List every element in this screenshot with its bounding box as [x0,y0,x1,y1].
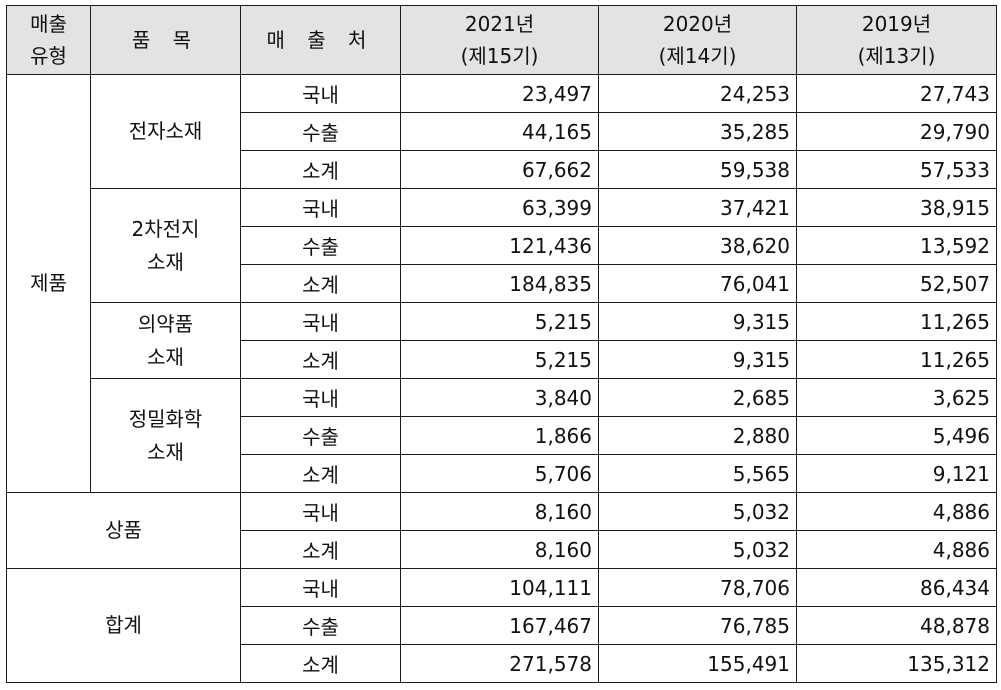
value-2019: 5,496 [796,416,997,455]
header-year-label: 2021년 [464,12,535,36]
value-2019: 3,625 [796,378,997,417]
value-2020: 9,315 [598,340,797,379]
value-2021: 5,215 [400,340,599,379]
value-2021: 5,215 [400,302,599,341]
value-2021: 1,866 [400,416,599,455]
dest-cell: 소계 [240,644,401,683]
header-year-2021: 2021년 (제15기) [400,5,599,75]
value-2019: 11,265 [796,302,997,341]
value-2019: 135,312 [796,644,997,683]
value-2020: 5,032 [598,492,797,531]
value-2021: 5,706 [400,454,599,493]
value-2020: 76,785 [598,606,797,645]
table-row: 상품 국내 8,160 5,032 4,886 [6,492,997,569]
table-row: 소계 5,215 9,315 11,265 [7,340,997,379]
category-total: 합계 [6,568,241,683]
dest-cell: 수출 [240,416,401,455]
table-row: 정밀화학 소재 국내 3,840 2,685 3,625 [7,378,997,493]
value-2021: 63,399 [400,188,599,227]
value-2020: 38,620 [598,226,797,265]
dest-cell: 소계 [240,454,401,493]
value-2021: 23,497 [400,74,599,113]
value-2019: 86,434 [796,568,997,607]
value-2021: 184,835 [400,264,599,303]
value-2021: 8,160 [400,530,599,569]
value-2021: 44,165 [400,112,599,151]
value-2020: 2,880 [598,416,797,455]
table-row: 소계 184,835 76,041 52,507 [7,264,997,303]
dest-cell: 소계 [240,530,401,569]
value-2019: 29,790 [796,112,997,151]
value-2020: 2,685 [598,378,797,417]
value-2020: 24,253 [598,74,797,113]
value-2020: 5,565 [598,454,797,493]
header-destination: 매 출 처 [240,5,401,75]
value-2019: 57,533 [796,150,997,189]
dest-cell: 국내 [240,378,401,417]
item-electronic: 전자소재 [90,74,241,189]
header-year-label: 2019년 [861,12,932,36]
value-2019: 11,265 [796,340,997,379]
value-2019: 27,743 [796,74,997,113]
dest-cell: 수출 [240,112,401,151]
header-period-label: (제14기) [658,44,737,68]
dest-cell: 국내 [240,74,401,113]
header-period-label: (제13기) [857,44,936,68]
value-2020: 37,421 [598,188,797,227]
table-row: 의약품 소재 국내 5,215 9,315 11,265 [7,302,997,379]
table-row: 소계 5,706 5,565 9,121 [7,454,997,493]
value-2021: 271,578 [400,644,599,683]
dest-cell: 소계 [240,150,401,189]
header-sales-type: 매출 유형 [6,5,91,75]
table-row: 제품 전자소재 국내 23,497 24,253 27,743 [6,74,997,493]
value-2021: 67,662 [400,150,599,189]
value-2019: 38,915 [796,188,997,227]
value-2021: 121,436 [400,226,599,265]
dest-cell: 소계 [240,340,401,379]
item-pharma: 의약품 소재 [90,302,241,379]
dest-cell: 국내 [240,302,401,341]
table-row: 소계 271,578 155,491 135,312 [7,644,997,683]
value-2020: 5,032 [598,530,797,569]
value-2019: 13,592 [796,226,997,265]
category-product: 제품 [6,74,91,493]
value-2021: 104,111 [400,568,599,607]
value-2019: 48,878 [796,606,997,645]
item-battery: 2차전지 소재 [90,188,241,303]
header-period-label: (제15기) [460,44,539,68]
value-2021: 3,840 [400,378,599,417]
dest-cell: 국내 [240,568,401,607]
value-2019: 4,886 [796,530,997,569]
value-2020: 35,285 [598,112,797,151]
sales-table: 매출 유형 품 목 매 출 처 2021년 (제15기) 2020년 (제14기… [6,5,997,683]
dest-cell: 수출 [240,226,401,265]
category-goods: 상품 [6,492,241,569]
dest-cell: 수출 [240,606,401,645]
header-year-label: 2020년 [662,12,733,36]
dest-cell: 국내 [240,492,401,531]
table-row: 2차전지 소재 국내 63,399 37,421 38,915 [7,188,997,303]
table-row: 수출 1,866 2,880 5,496 [7,416,997,455]
value-2020: 76,041 [598,264,797,303]
value-2019: 52,507 [796,264,997,303]
value-2021: 167,467 [400,606,599,645]
dest-cell: 소계 [240,264,401,303]
value-2020: 78,706 [598,568,797,607]
value-2021: 8,160 [400,492,599,531]
header-year-2019: 2019년 (제13기) [796,5,997,75]
table-row: 합계 국내 104,111 78,706 86,434 [6,568,997,683]
value-2019: 9,121 [796,454,997,493]
table-row: 수출 167,467 76,785 48,878 [7,606,997,645]
header-year-2020: 2020년 (제14기) [598,5,797,75]
value-2020: 59,538 [598,150,797,189]
dest-cell: 국내 [240,188,401,227]
value-2020: 155,491 [598,644,797,683]
value-2020: 9,315 [598,302,797,341]
table-row: 수출 121,436 38,620 13,592 [7,226,997,265]
header-row: 매출 유형 품 목 매 출 처 2021년 (제15기) 2020년 (제14기… [6,5,997,75]
item-fine-chemical: 정밀화학 소재 [90,378,241,493]
value-2019: 4,886 [796,492,997,531]
header-item: 품 목 [90,5,241,75]
